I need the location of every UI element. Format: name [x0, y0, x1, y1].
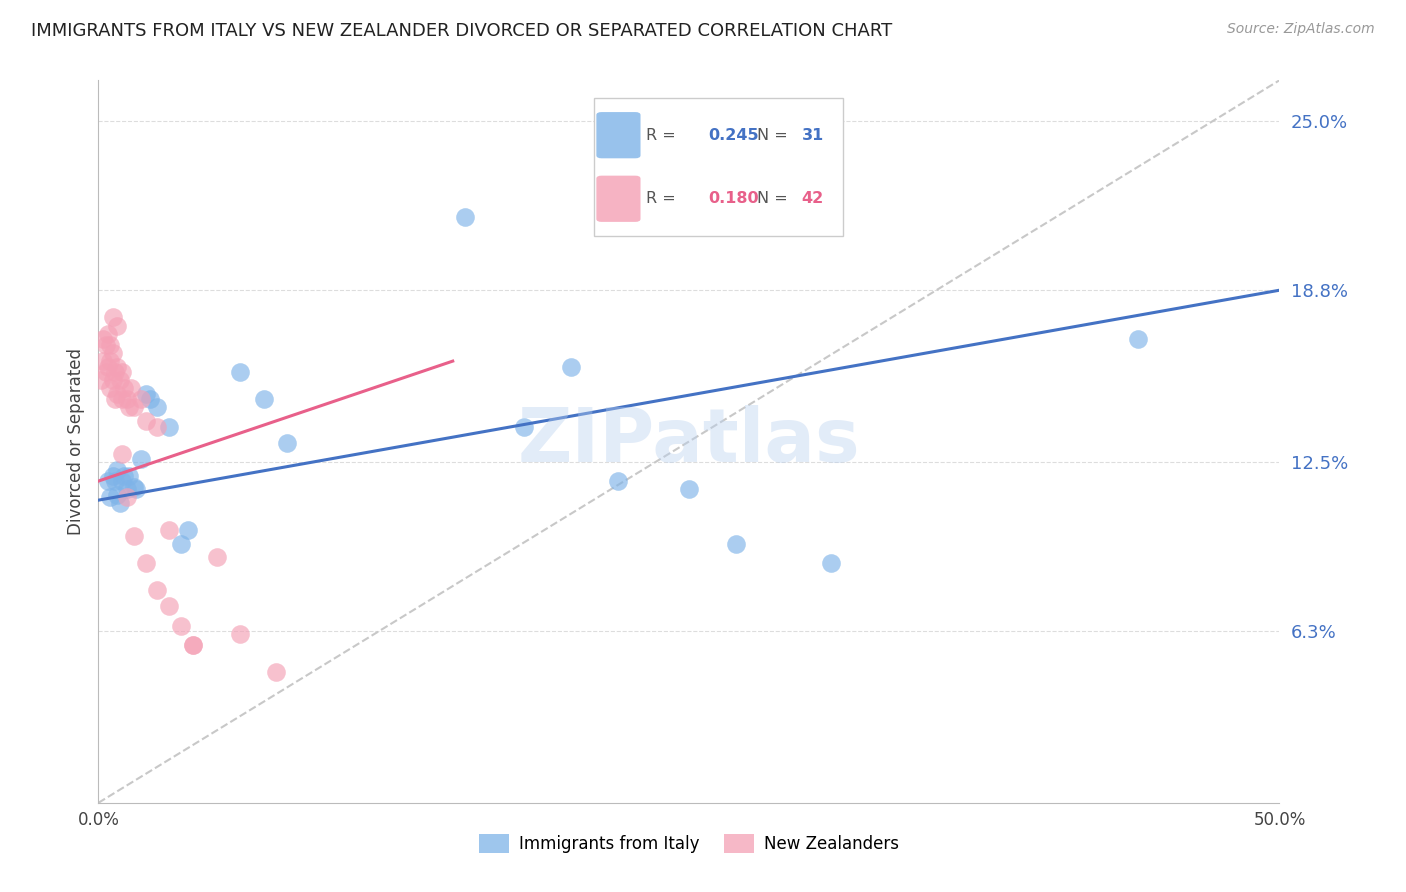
Point	[115, 482, 138, 496]
Point	[97, 474, 120, 488]
Point	[105, 387, 128, 401]
Point	[101, 468, 124, 483]
Point	[135, 556, 157, 570]
Legend: Immigrants from Italy, New Zealanders: Immigrants from Italy, New Zealanders	[472, 827, 905, 860]
Point	[129, 392, 152, 407]
Point	[104, 474, 127, 488]
Text: ZIPatlas: ZIPatlas	[517, 405, 860, 478]
Point	[170, 618, 193, 632]
Y-axis label: Divorced or Separated: Divorced or Separated	[66, 348, 84, 535]
Point	[725, 537, 748, 551]
Point	[118, 401, 141, 415]
Point	[157, 523, 180, 537]
Point	[97, 326, 120, 341]
Point	[560, 359, 582, 374]
Point	[115, 491, 138, 505]
Point	[157, 599, 180, 614]
Point	[104, 365, 127, 379]
Point	[129, 452, 152, 467]
Point	[146, 583, 169, 598]
Point	[91, 332, 114, 346]
Point	[253, 392, 276, 407]
Point	[112, 468, 135, 483]
Point	[97, 359, 120, 374]
Point	[205, 550, 228, 565]
Point	[98, 381, 121, 395]
Point	[112, 381, 135, 395]
Point	[181, 638, 204, 652]
Point	[111, 392, 134, 407]
Point	[135, 387, 157, 401]
Point	[94, 337, 117, 351]
Point	[146, 419, 169, 434]
Point	[105, 488, 128, 502]
Point	[276, 436, 298, 450]
Point	[146, 401, 169, 415]
Point	[157, 419, 180, 434]
Text: IMMIGRANTS FROM ITALY VS NEW ZEALANDER DIVORCED OR SEPARATED CORRELATION CHART: IMMIGRANTS FROM ITALY VS NEW ZEALANDER D…	[31, 22, 893, 40]
Point	[105, 359, 128, 374]
Point	[91, 354, 114, 368]
Point	[170, 537, 193, 551]
Point	[105, 318, 128, 333]
Point	[98, 354, 121, 368]
Point	[122, 479, 145, 493]
Point	[139, 392, 162, 407]
Point	[111, 447, 134, 461]
Point	[111, 474, 134, 488]
Point	[118, 468, 141, 483]
Point	[108, 373, 131, 387]
Point	[1126, 332, 1149, 346]
Point	[122, 528, 145, 542]
Point	[101, 373, 124, 387]
Point	[121, 381, 143, 395]
Point	[105, 463, 128, 477]
Point	[101, 346, 124, 360]
Point	[229, 626, 252, 640]
Point	[181, 638, 204, 652]
Point	[104, 392, 127, 407]
Point	[177, 523, 200, 537]
Point	[122, 401, 145, 415]
Point	[229, 365, 252, 379]
Point	[453, 210, 475, 224]
Point	[820, 556, 842, 570]
Point	[678, 482, 700, 496]
Point	[94, 365, 117, 379]
Point	[135, 414, 157, 428]
Point	[98, 491, 121, 505]
Text: Source: ZipAtlas.com: Source: ZipAtlas.com	[1227, 22, 1375, 37]
Point	[264, 665, 287, 679]
Point	[90, 373, 112, 387]
Point	[125, 482, 148, 496]
Point	[607, 474, 630, 488]
Point	[115, 392, 138, 407]
Point	[98, 337, 121, 351]
Point	[101, 310, 124, 325]
Point	[111, 365, 134, 379]
Point	[108, 496, 131, 510]
Point	[512, 419, 534, 434]
